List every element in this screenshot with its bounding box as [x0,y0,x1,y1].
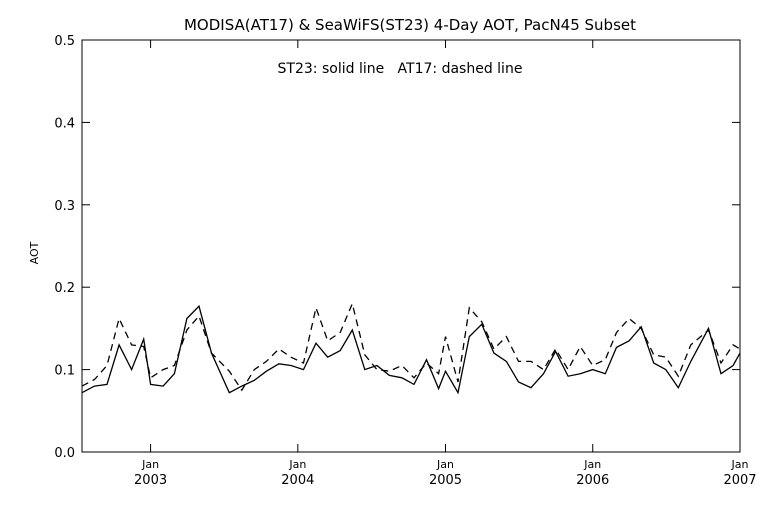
x-tick-month-label: Jan [436,458,454,471]
x-tick-year-label: 2007 [723,473,756,488]
y-axis-label: AOT [28,241,41,264]
series-line-st23 [81,304,741,395]
x-tick-year-label: 2003 [134,473,167,488]
x-tick-month-label: Jan [288,458,306,471]
series-layer [81,301,741,395]
x-tick-month-label: Jan [583,458,601,471]
y-tick-label: 0.5 [54,34,75,49]
chart-title: MODISA(AT17) & SeaWiFS(ST23) 4-Day AOT, … [184,16,636,34]
x-tick-month-label: Jan [141,458,159,471]
x-tick-year-label: 2006 [576,473,609,488]
x-axis-ticks: Jan 2003 Jan 2004 Jan 2005 Jan 2006 Jan 2007 [134,40,757,488]
y-tick-label: 0.0 [54,446,75,461]
y-tick-label: 0.3 [54,199,75,214]
line-style-annotation: ST23: solid line AT17: dashed line [278,61,523,77]
plot-frame [81,39,741,453]
x-tick-month-label: Jan [731,458,749,471]
x-tick-year-label: 2004 [281,473,314,488]
x-tick-year-label: 2005 [429,473,462,488]
y-tick-label: 0.2 [54,281,75,296]
y-axis-ticks: 0.0 0.1 0.2 0.3 0.4 0.5 [54,34,740,461]
y-tick-label: 0.4 [54,116,75,131]
series-line-at17 [81,301,741,392]
y-tick-label: 0.1 [54,364,75,379]
